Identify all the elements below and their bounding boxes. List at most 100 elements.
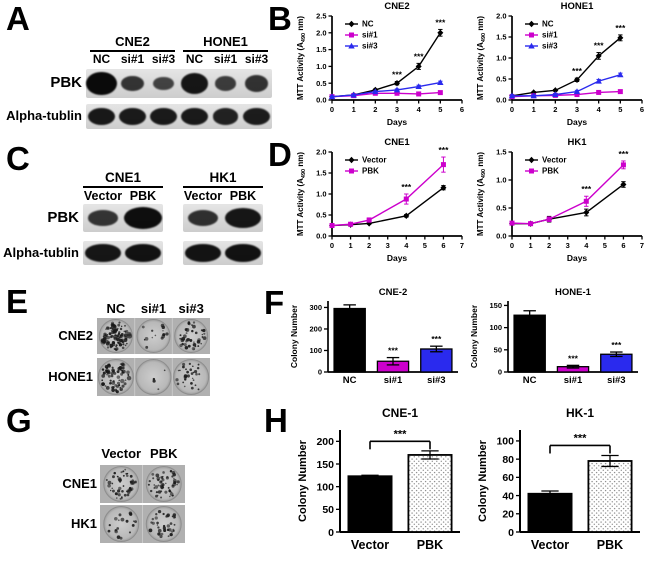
svg-text:NC: NC	[362, 20, 374, 29]
line-chart-cne2: 0 1 2 3 4 5 6 0.0 0.5 1.0 1.5 2.0 2.5 CNE2 Days MTT Act…	[294, 0, 470, 128]
svg-text:100: 100	[309, 346, 322, 355]
blot-band	[118, 107, 147, 126]
svg-text:NC: NC	[523, 375, 537, 386]
svg-text:Vector: Vector	[542, 156, 566, 165]
colony-row-label: CNE2	[58, 328, 93, 343]
svg-text:0.5: 0.5	[496, 75, 506, 84]
svg-text:1.0: 1.0	[496, 176, 506, 185]
svg-text:5: 5	[618, 105, 622, 114]
svg-text:5: 5	[438, 105, 442, 114]
svg-text:2: 2	[547, 241, 551, 250]
colony-strip-HK1	[100, 505, 185, 543]
svg-text:***: ***	[435, 17, 446, 27]
svg-text:MTT Activity (A490 nm): MTT Activity (A490 nm)	[296, 152, 307, 236]
svg-text:0.5: 0.5	[496, 204, 506, 213]
colony-strip-CNE1	[100, 465, 185, 503]
colony-strip-CNE2	[97, 318, 210, 354]
svg-text:si#3: si#3	[427, 375, 446, 386]
svg-text:2: 2	[373, 105, 377, 114]
svg-text:si#1: si#1	[362, 31, 378, 40]
svg-text:***: ***	[392, 70, 403, 80]
svg-text:2.0: 2.0	[496, 12, 506, 21]
blot-band	[85, 244, 121, 262]
chart-svg-D-HK1: 0 1 2 3 4 5 6 7 0.0 0.5 1.0 1.5 HK1 Days MTT Activity …	[476, 137, 644, 263]
svg-text:6: 6	[441, 241, 445, 250]
svg-text:40: 40	[502, 490, 514, 502]
svg-text:4: 4	[584, 241, 589, 250]
svg-text:80: 80	[502, 454, 514, 466]
blot-band	[212, 108, 239, 125]
blot-row-label: PBK	[50, 74, 82, 92]
panel-label-b: B	[268, 0, 292, 37]
colony-column-label: si#3	[178, 301, 204, 316]
svg-text:5: 5	[603, 241, 607, 250]
svg-text:HONE1: HONE1	[561, 1, 594, 12]
colony-row-label: HONE1	[48, 369, 93, 384]
chart-svg-F-CNE2: 0 100 200 300 CNE-2 Colony Number NC si#1 *** si#…	[289, 287, 458, 386]
colony-column-label: PBK	[150, 446, 178, 461]
colony-assay-panel-e: NC si#1 si#3 CNE2 HONE1	[0, 283, 290, 403]
svg-text:1.5: 1.5	[496, 148, 506, 157]
blot-band	[214, 76, 237, 91]
blot-band	[224, 244, 262, 262]
western-blot-panel-a: CNE2 HONE1 NC si#1 si#3 NC si#1 si#3 PBK Alpha-tu…	[0, 0, 290, 136]
svg-text:Days: Days	[567, 117, 588, 127]
svg-text:1.0: 1.0	[316, 190, 326, 199]
svg-text:20: 20	[502, 509, 514, 521]
blot-band	[243, 107, 270, 126]
svg-text:***: ***	[574, 432, 588, 444]
svg-text:7: 7	[640, 241, 644, 250]
svg-text:CNE1: CNE1	[384, 137, 410, 148]
panel-label-e: E	[6, 283, 29, 320]
blot-row-label: Alpha-tublin	[6, 108, 82, 124]
blot-band	[225, 207, 261, 229]
chart-svg-D-CNE1: 0 1 2 3 4 5 6 7 0.0 0.5 1.0 1.5 2.0 CNE1 Days MTT Activ…	[296, 137, 464, 263]
svg-text:200: 200	[316, 436, 334, 448]
svg-text:0: 0	[508, 527, 514, 539]
svg-text:150: 150	[316, 459, 334, 471]
svg-text:0: 0	[498, 368, 502, 377]
blot-band	[180, 72, 209, 94]
svg-text:60: 60	[502, 472, 514, 484]
svg-text:***: ***	[414, 51, 425, 61]
lane-label: Vector	[83, 189, 123, 203]
svg-text:NC: NC	[343, 375, 357, 386]
svg-text:6: 6	[621, 241, 625, 250]
chart-svg-B-HONE1: 0 1 2 3 4 5 6 0.0 0.5 1.0 1.5 2.0 HONE1 Days MTT Activ…	[476, 1, 644, 127]
svg-text:1.0: 1.0	[496, 54, 506, 63]
svg-text:50: 50	[322, 504, 334, 516]
svg-text:NC: NC	[542, 20, 554, 29]
svg-text:Days: Days	[387, 253, 408, 263]
blot-strip	[83, 241, 163, 265]
svg-text:2: 2	[553, 105, 557, 114]
blot-band	[87, 107, 116, 126]
blot-row-label: PBK	[47, 208, 79, 226]
bar-chart-cne2: 0 100 200 300 CNE-2 Colony Number NC si#1 *** si#…	[288, 286, 466, 398]
colony-strip-HONE1	[97, 358, 210, 396]
svg-text:***: ***	[611, 340, 622, 350]
svg-text:Vector: Vector	[362, 156, 386, 165]
svg-text:1.5: 1.5	[316, 169, 326, 178]
panel-label-f: F	[264, 284, 285, 321]
colony-column-label: si#1	[140, 301, 167, 316]
svg-text:PBK: PBK	[362, 167, 379, 176]
lane-label: si#1	[213, 52, 238, 66]
svg-text:Colony Number: Colony Number	[477, 439, 489, 522]
panel-label-d: D	[268, 136, 292, 173]
svg-text:100: 100	[316, 481, 334, 493]
lane-label: NC	[185, 52, 204, 66]
svg-text:100: 100	[489, 323, 502, 332]
panel-label-g: G	[6, 402, 32, 439]
colony-column-label: NC	[106, 301, 126, 316]
blot-strip	[86, 104, 272, 129]
svg-text:100: 100	[496, 436, 514, 448]
svg-text:Vector: Vector	[531, 538, 569, 552]
svg-text:1: 1	[348, 241, 352, 250]
blot-band	[124, 244, 162, 262]
svg-text:HONE-1: HONE-1	[555, 287, 592, 298]
svg-text:0.5: 0.5	[316, 79, 326, 88]
svg-text:1.5: 1.5	[496, 33, 506, 42]
bar-chart-hone1: 0 50 100 150 HONE-1 Colony Number NC si#1 *** si#…	[468, 286, 646, 398]
blot-band	[187, 209, 219, 227]
